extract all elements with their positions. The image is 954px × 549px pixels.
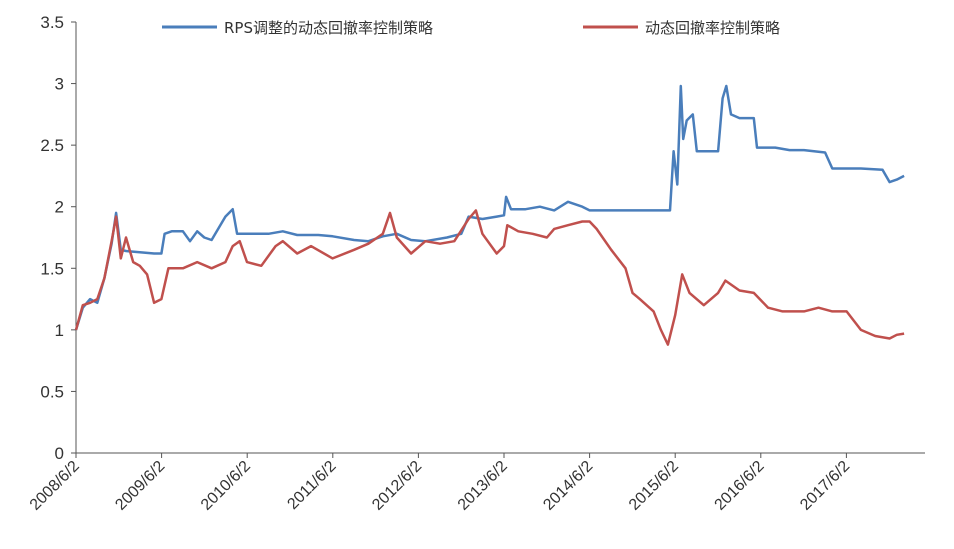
y-tick-label: 0 [55, 444, 64, 463]
y-axis-ticks: 0 0.5 1 1.5 2 2.5 3 3.5 [40, 13, 76, 463]
y-tick-label: 2.5 [40, 136, 64, 155]
x-tick-label: 2008/6/2 [27, 458, 83, 514]
legend: RPS调整的动态回撤率控制策略 动态回撤率控制策略 [162, 19, 780, 37]
y-tick-label: 2 [55, 198, 64, 217]
series-line-dynamic [76, 210, 904, 344]
x-tick-label: 2013/6/2 [455, 458, 511, 514]
y-tick-label: 3.5 [40, 13, 64, 32]
y-tick-label: 3 [55, 75, 64, 94]
x-tick-label: 2012/6/2 [369, 458, 425, 514]
legend-label-rps: RPS调整的动态回撤率控制策略 [224, 19, 433, 37]
series-line-rps [76, 86, 904, 330]
x-axis-ticks: 2008/6/2 2009/6/2 2010/6/2 2011/6/2 2012/6/2… [27, 453, 854, 514]
series-group [76, 86, 904, 345]
x-tick-label: 2014/6/2 [540, 458, 596, 514]
y-tick-label: 1.5 [40, 259, 64, 278]
y-tick-label: 1 [55, 321, 64, 340]
x-tick-label: 2017/6/2 [797, 458, 853, 514]
x-tick-label: 2015/6/2 [626, 458, 682, 514]
legend-label-dynamic: 动态回撤率控制策略 [645, 19, 780, 37]
y-tick-label: 0.5 [40, 382, 64, 401]
x-tick-label: 2011/6/2 [284, 458, 339, 513]
x-tick-label: 2016/6/2 [712, 458, 768, 514]
x-tick-label: 2009/6/2 [112, 458, 168, 514]
x-tick-label: 2010/6/2 [198, 458, 254, 514]
